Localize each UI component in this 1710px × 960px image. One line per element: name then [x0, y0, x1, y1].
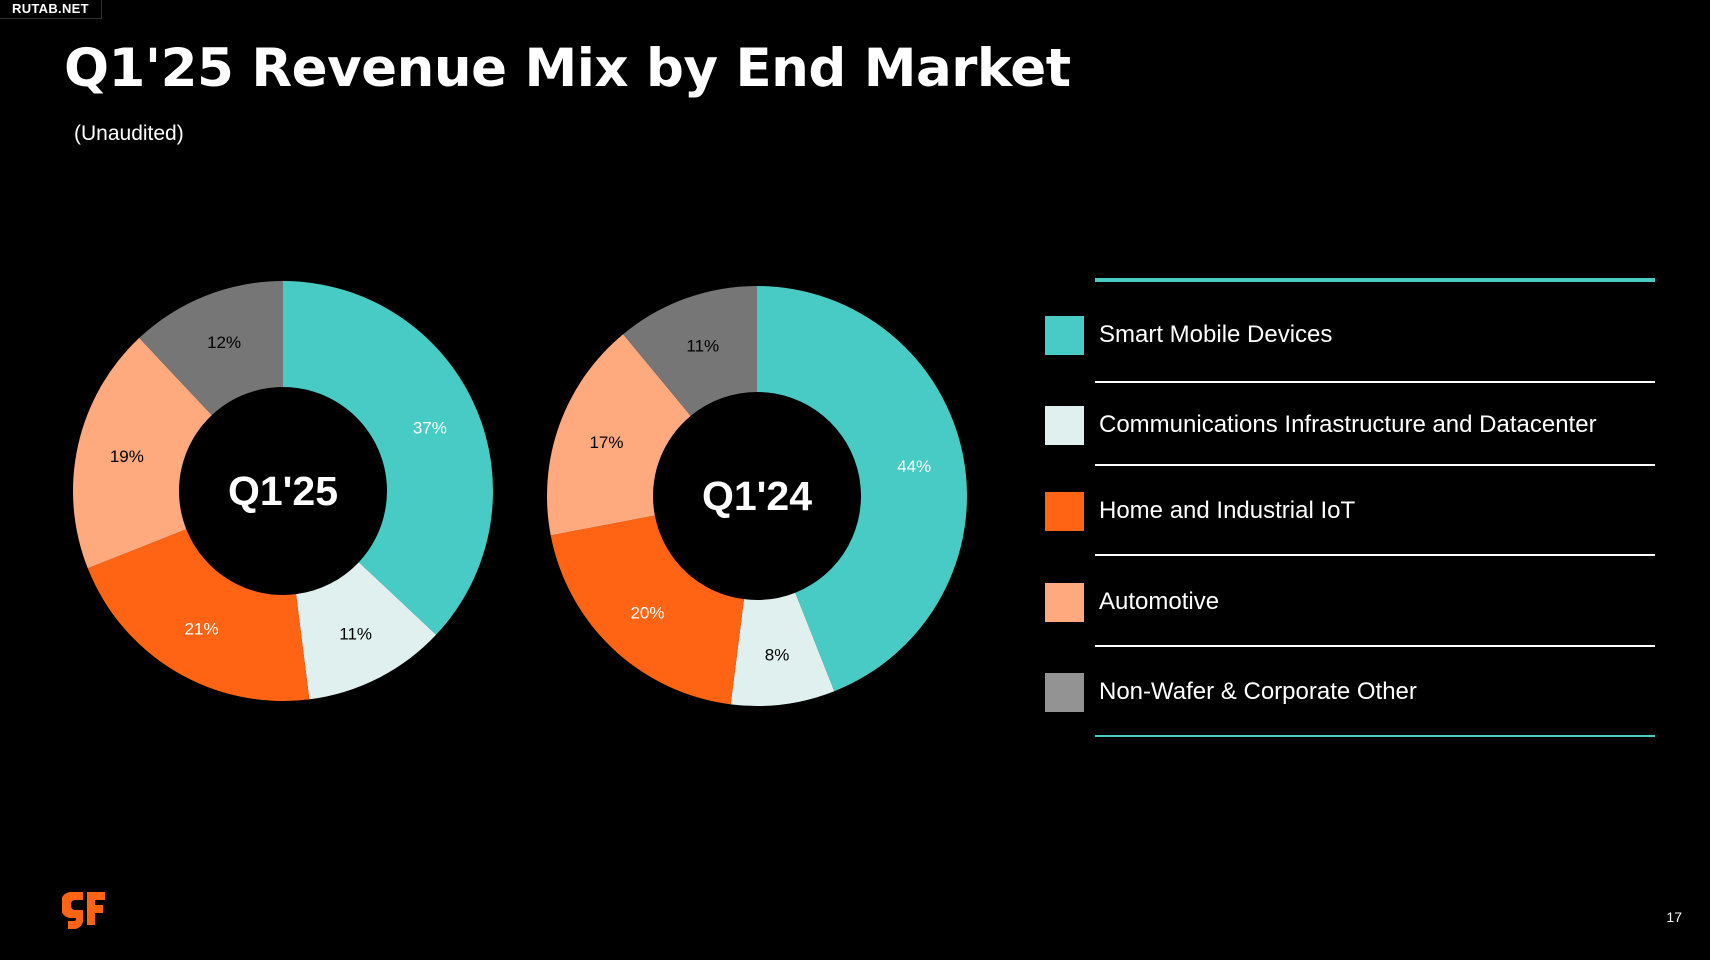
legend-top-rule: [1095, 278, 1655, 282]
legend-item-non-wafer: Non-Wafer & Corporate Other: [1045, 672, 1655, 712]
donut-chart-1: 37% 11% 21% 19% 12% Q1'25: [73, 281, 493, 701]
legend-label: Non-Wafer & Corporate Other: [1099, 678, 1417, 705]
data-label: 11%: [686, 336, 719, 355]
data-label: 20%: [630, 604, 664, 623]
gf-logo-icon: [62, 892, 105, 929]
legend-divider: [1095, 464, 1655, 466]
watermark: RUTAB.NET: [0, 0, 102, 19]
data-label: 12%: [207, 333, 241, 352]
data-label: 37%: [413, 418, 447, 437]
donut-slice: [623, 286, 757, 416]
legend-item-smart-mobile: Smart Mobile Devices: [1045, 315, 1655, 355]
legend-label: Automotive: [1099, 588, 1220, 615]
donut-slice: [547, 334, 691, 536]
legend-swatch: [1045, 405, 1084, 445]
donut-slice: [757, 286, 968, 692]
data-label: 8%: [765, 646, 790, 665]
donut-slice: [139, 281, 283, 416]
legend-label: Home and Industrial IoT: [1099, 497, 1356, 524]
data-label: 17%: [589, 433, 623, 452]
donut-center-label: Q1'25: [228, 468, 338, 514]
data-label: 11%: [339, 625, 372, 644]
legend-divider: [1095, 554, 1655, 556]
legend-item-automotive: Automotive: [1045, 582, 1655, 622]
donut-slice: [73, 337, 212, 569]
subtitle: (Unaudited): [74, 122, 184, 145]
legend-divider: [1095, 645, 1655, 647]
legend-divider: [1095, 381, 1655, 383]
legend-swatch: [1045, 315, 1084, 355]
legend-swatch: [1045, 672, 1084, 712]
donut-slice: [87, 529, 310, 701]
legend-swatch: [1045, 582, 1084, 622]
data-label: 44%: [897, 457, 931, 476]
legend-bottom-rule: [1095, 735, 1655, 737]
legend-label: Smart Mobile Devices: [1099, 321, 1333, 348]
donut-slice: [550, 515, 744, 705]
page-number: 17: [1666, 909, 1682, 925]
legend-item-comm-infra: Communications Infrastructure and Datace…: [1045, 405, 1655, 445]
legend-swatch: [1045, 491, 1084, 531]
page-title: Q1'25 Revenue Mix by End Market: [64, 38, 1071, 99]
legend-item-home-iot: Home and Industrial IoT: [1045, 491, 1655, 531]
donut-chart-2: 44% 8% 20% 17% 11% Q1'24: [547, 286, 968, 706]
donut-slice: [730, 592, 835, 706]
donut-center-label: Q1'24: [702, 473, 812, 519]
legend-label: Communications Infrastructure and Datace…: [1099, 411, 1597, 438]
donut-charts: 37% 11% 21% 19% 12% Q1'25 44% 8% 20% 17% 11% Q1'24: [73, 281, 968, 706]
data-label: 19%: [110, 447, 144, 466]
data-label: 21%: [185, 620, 219, 639]
donut-slice: [283, 281, 493, 635]
donut-slice: [296, 562, 437, 700]
